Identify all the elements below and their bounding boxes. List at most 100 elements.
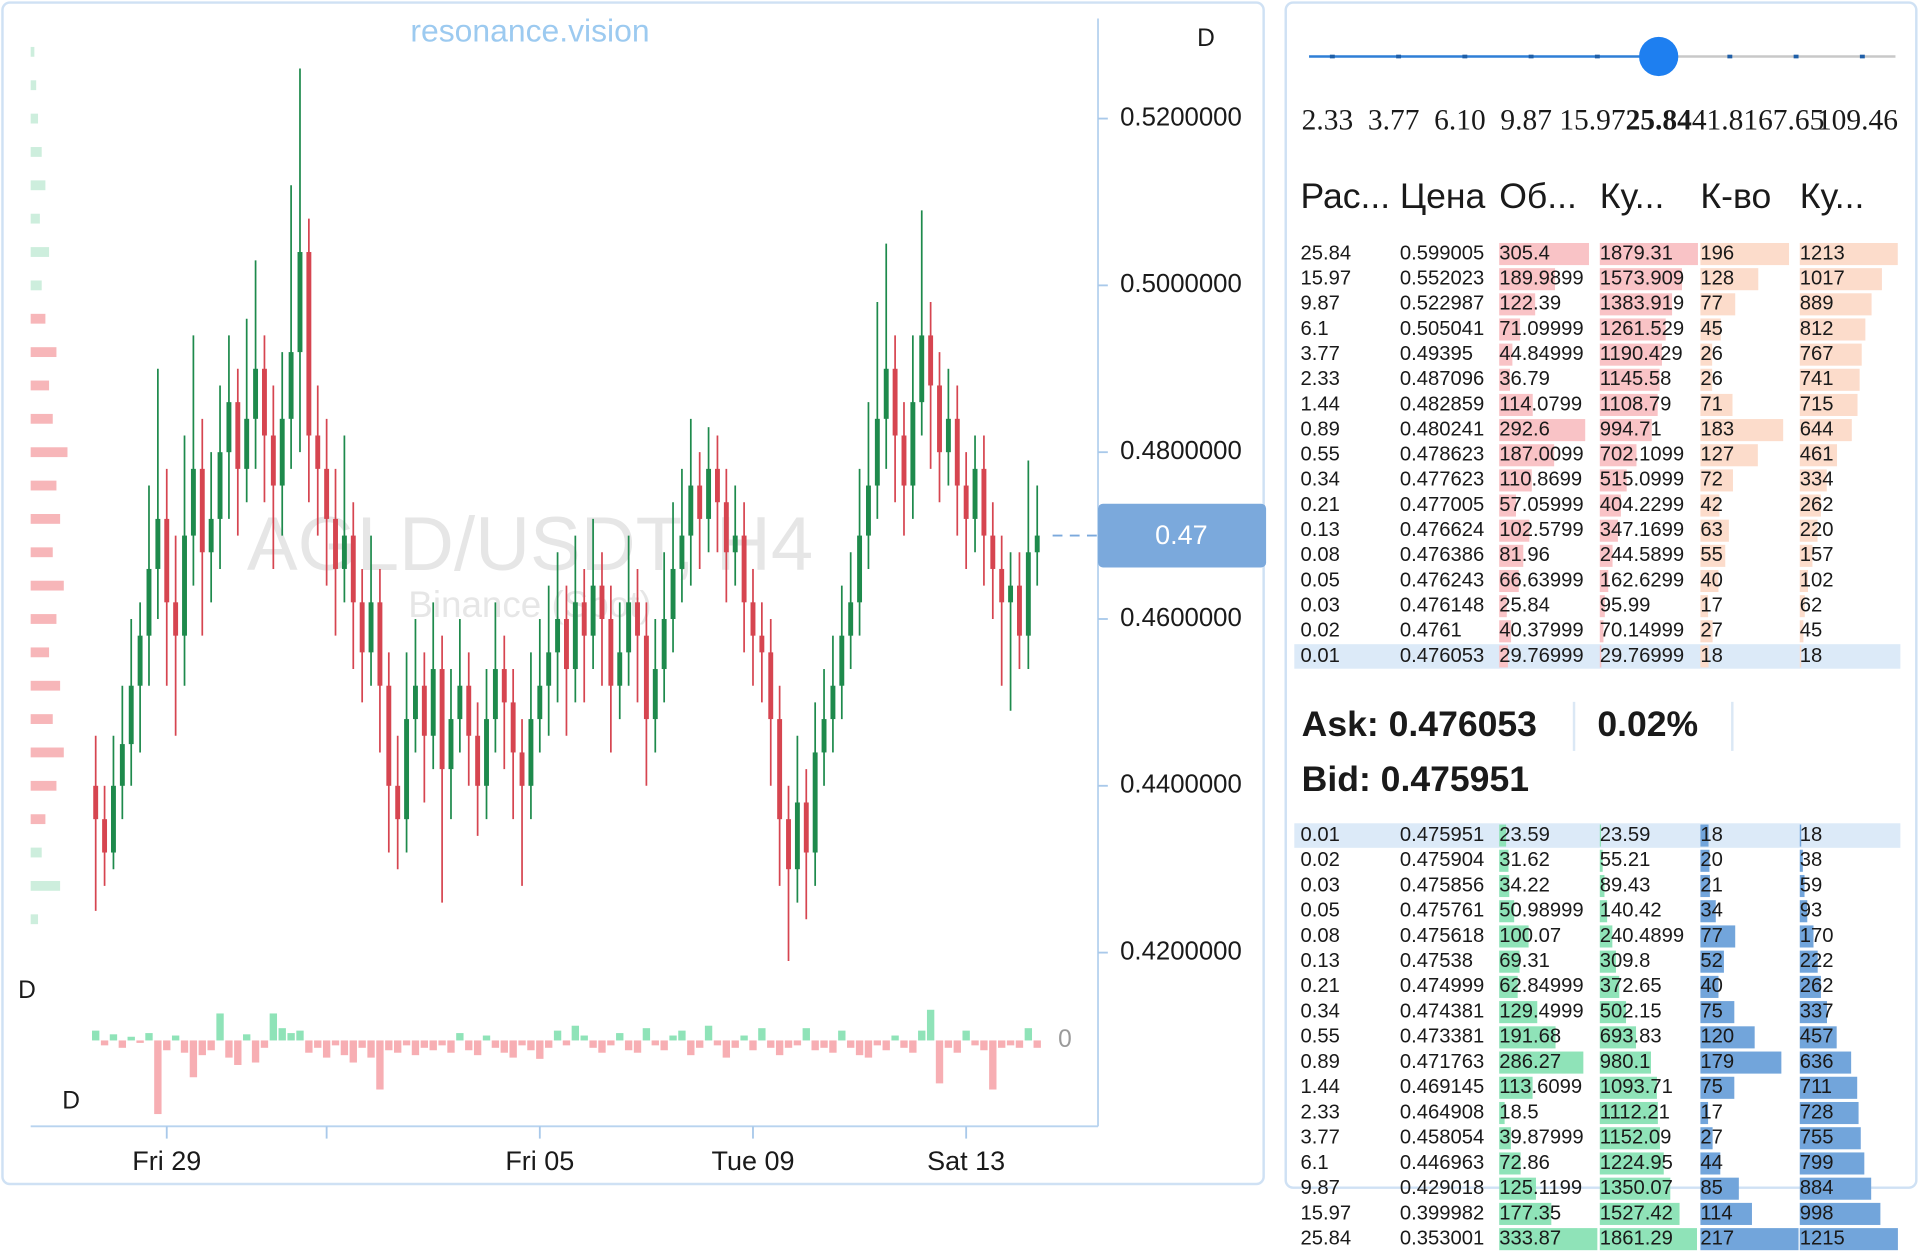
delta-bar	[411, 1040, 420, 1056]
column-header[interactable]: Ку...	[1600, 176, 1665, 216]
bid-label: Bid: 0.475951	[1302, 759, 1529, 799]
depth-bar	[1499, 849, 1509, 872]
delta-bar	[953, 1040, 961, 1053]
delta-bar	[660, 1040, 668, 1051]
cell: 17	[1700, 594, 1723, 616]
cell: 0.469145	[1400, 1076, 1484, 1098]
slider-label[interactable]: 6.10	[1434, 105, 1486, 137]
slider-label[interactable]: 2.33	[1302, 105, 1354, 137]
volume-profile-bar	[30, 647, 50, 658]
depth-bar	[1799, 824, 1802, 847]
candle-body	[333, 518, 338, 569]
slider-label[interactable]: 41.81	[1692, 105, 1758, 137]
ask-label: Ask: 0.476053	[1302, 704, 1537, 744]
cell: 0.476053	[1400, 645, 1484, 667]
cell: 0.01	[1300, 824, 1339, 846]
slider-label[interactable]: 109.46	[1817, 105, 1898, 137]
depth-bar	[1799, 1152, 1865, 1175]
depth-bar	[1799, 469, 1827, 492]
cell: 157	[1800, 544, 1834, 566]
delta-bar	[251, 1040, 260, 1063]
depth-bar	[1499, 569, 1519, 593]
depth-bar	[1499, 1026, 1556, 1049]
depth-bar	[1700, 268, 1759, 291]
spread: 0.02%	[1597, 704, 1698, 744]
depth-bar	[1499, 925, 1529, 948]
candle-body	[848, 602, 854, 636]
delta-bar	[260, 1040, 269, 1048]
column-header[interactable]: Ку...	[1800, 176, 1865, 216]
depth-bar	[1599, 368, 1660, 391]
column-header[interactable]: К-во	[1700, 176, 1771, 216]
depth-bar	[1700, 494, 1720, 517]
cell: 0.89	[1300, 418, 1339, 440]
slider-knob[interactable]	[1639, 36, 1679, 77]
candle-body	[768, 652, 774, 720]
depth-bar	[1499, 620, 1512, 643]
candle-body	[1034, 535, 1040, 553]
slider-label[interactable]: 3.77	[1368, 105, 1420, 137]
slider-label[interactable]: 25.84	[1626, 105, 1693, 137]
delta-bar	[127, 1036, 135, 1041]
slider-label[interactable]: 15.97	[1559, 105, 1625, 137]
cell: 75	[1700, 1076, 1723, 1098]
cell: 77	[1700, 925, 1723, 947]
depth-bar	[1799, 419, 1852, 442]
delta-bar	[598, 1040, 606, 1053]
depth-bar	[1599, 900, 1608, 923]
delta-bar	[971, 1040, 979, 1046]
column-header[interactable]: Рас...	[1300, 176, 1390, 216]
depth-bar	[1799, 950, 1818, 973]
cell: 755	[1800, 1127, 1834, 1149]
cell: 95.99	[1600, 594, 1651, 616]
slider-label[interactable]: 9.87	[1500, 105, 1552, 137]
volume-profile-bar	[30, 714, 53, 724]
depth-bar	[1599, 494, 1621, 517]
delta-bar	[163, 1040, 171, 1051]
cell: 55	[1700, 544, 1723, 566]
candle-body	[315, 435, 321, 469]
depth-bar	[1700, 393, 1733, 416]
candle-body	[475, 735, 481, 786]
candle-body	[359, 602, 365, 653]
candle-body	[750, 602, 756, 636]
cell: 0.475761	[1400, 900, 1484, 922]
slider-label[interactable]: 67.65	[1758, 105, 1824, 137]
column-header[interactable]: Цена	[1400, 176, 1486, 216]
cell: 3.77	[1300, 1127, 1339, 1149]
cell: 40	[1700, 975, 1723, 997]
cell: 21	[1700, 874, 1723, 896]
depth-bar	[1599, 393, 1658, 416]
candle-body	[883, 368, 889, 419]
candle-body	[839, 635, 845, 686]
depth-bar	[1700, 444, 1758, 467]
candle-body	[457, 685, 463, 720]
marker: D	[1197, 25, 1215, 52]
candle-body	[279, 418, 285, 486]
candle-body	[723, 502, 729, 553]
depth-bar	[1799, 494, 1821, 517]
cell: 994.71	[1600, 418, 1662, 440]
cell: 0.4761	[1400, 620, 1462, 642]
depth-bar	[1700, 1051, 1782, 1074]
volume-profile-bar	[30, 547, 53, 558]
candle-body	[777, 719, 783, 820]
depth-bar	[1499, 1076, 1533, 1099]
delta-bar	[536, 1040, 544, 1059]
depth-bar	[1499, 1152, 1521, 1175]
candle-body	[555, 618, 561, 653]
depth-bar	[1499, 519, 1530, 542]
candle-body	[235, 402, 241, 469]
depth-bar	[1499, 950, 1520, 973]
depth-bar	[1700, 900, 1716, 923]
depth-bar	[1700, 1076, 1735, 1099]
y-tick-label: 0.4800000	[1120, 437, 1242, 465]
delta-bar	[900, 1040, 908, 1048]
delta-bar	[722, 1040, 731, 1058]
column-header[interactable]: Об...	[1499, 176, 1577, 216]
cell: 81.96	[1499, 544, 1550, 566]
cell: 372.65	[1600, 975, 1662, 997]
depth-bar	[1799, 519, 1818, 542]
delta-bar	[331, 1040, 340, 1046]
